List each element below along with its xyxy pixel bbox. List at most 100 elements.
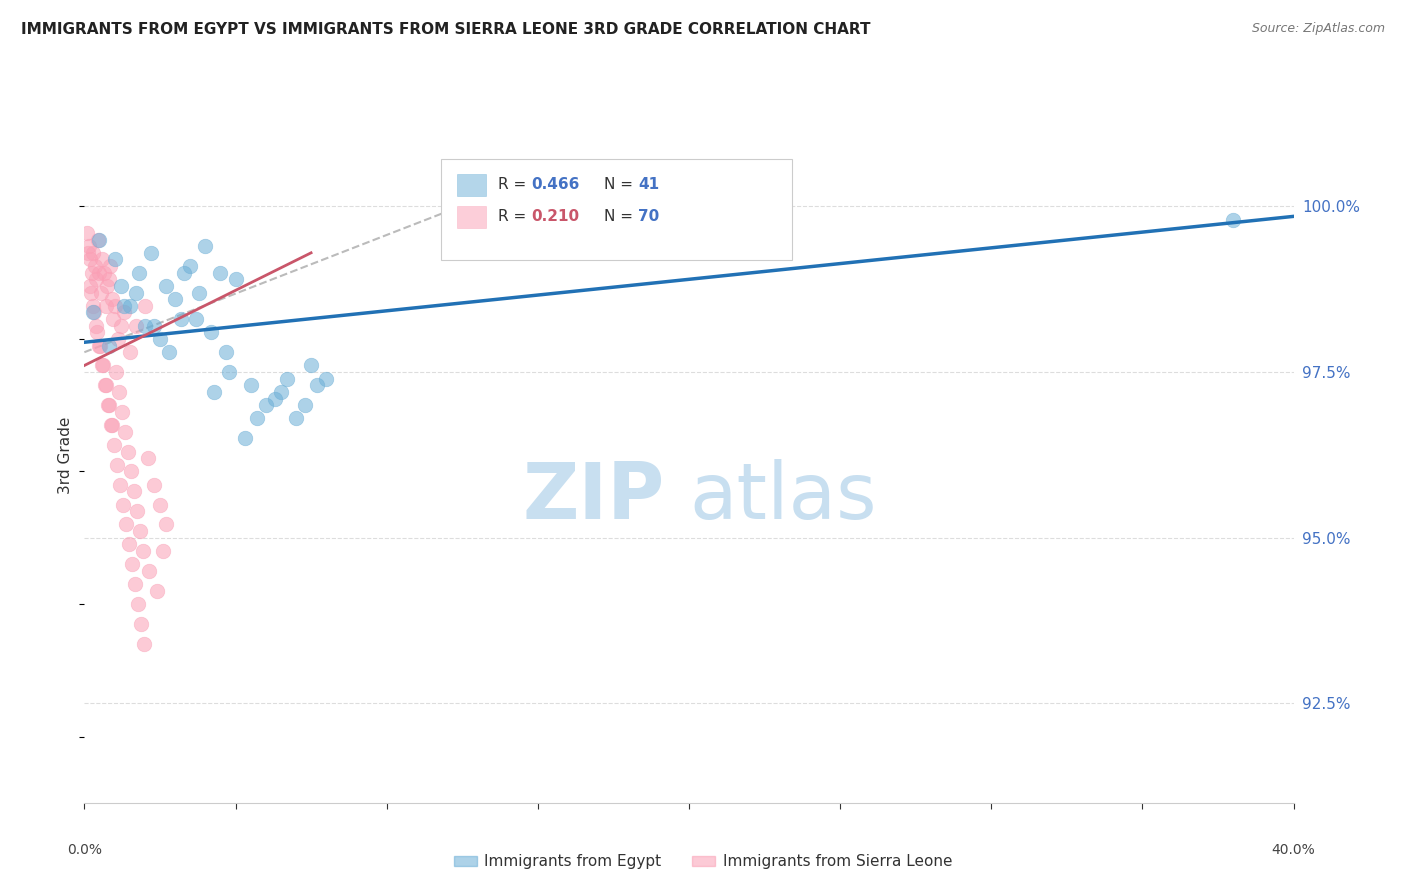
Text: Source: ZipAtlas.com: Source: ZipAtlas.com xyxy=(1251,22,1385,36)
Point xyxy=(110,318,132,333)
Point xyxy=(111,405,134,419)
Point xyxy=(129,616,152,631)
Point xyxy=(114,425,136,439)
Point xyxy=(77,239,100,253)
Text: ZIP: ZIP xyxy=(523,458,665,534)
Point xyxy=(200,326,222,340)
FancyBboxPatch shape xyxy=(457,206,486,228)
Point xyxy=(87,338,110,352)
Point xyxy=(146,583,169,598)
Point xyxy=(188,285,211,300)
Point xyxy=(86,272,108,286)
Point xyxy=(97,338,120,352)
Point xyxy=(129,524,152,538)
Point xyxy=(179,259,201,273)
Text: R =: R = xyxy=(498,178,531,193)
Text: IMMIGRANTS FROM EGYPT VS IMMIGRANTS FROM SIERRA LEONE 3RD GRADE CORRELATION CHAR: IMMIGRANTS FROM EGYPT VS IMMIGRANTS FROM… xyxy=(21,22,870,37)
Point xyxy=(120,465,142,479)
Point xyxy=(100,418,122,433)
Point xyxy=(165,292,187,306)
Point xyxy=(118,537,141,551)
Point xyxy=(122,484,145,499)
Point xyxy=(98,259,121,273)
Point xyxy=(149,332,172,346)
Point xyxy=(105,458,128,472)
Point xyxy=(136,451,159,466)
Point xyxy=(142,318,165,333)
Point xyxy=(83,305,105,319)
Point xyxy=(117,444,139,458)
Point xyxy=(173,266,195,280)
Point xyxy=(84,318,107,333)
Point xyxy=(86,326,108,340)
Point xyxy=(276,372,298,386)
Point xyxy=(77,245,100,260)
Point xyxy=(254,398,277,412)
Point xyxy=(209,266,232,280)
Point xyxy=(115,517,138,532)
Point xyxy=(139,245,162,260)
Point xyxy=(97,272,120,286)
Point xyxy=(149,498,172,512)
Point xyxy=(84,259,107,273)
Point xyxy=(112,305,135,319)
Point xyxy=(118,345,141,359)
Point xyxy=(104,252,127,267)
Point xyxy=(94,378,117,392)
Point xyxy=(76,226,98,240)
Text: N =: N = xyxy=(605,178,638,193)
Point xyxy=(79,279,101,293)
Point xyxy=(125,318,148,333)
Point xyxy=(79,252,101,267)
Point xyxy=(246,411,269,425)
Point xyxy=(270,384,292,399)
Point xyxy=(90,359,112,373)
Point xyxy=(233,431,256,445)
Point xyxy=(239,378,262,392)
Point xyxy=(96,279,118,293)
Point xyxy=(104,299,127,313)
Point xyxy=(134,318,156,333)
Point xyxy=(170,312,193,326)
Text: R =: R = xyxy=(498,210,531,225)
Text: 40.0%: 40.0% xyxy=(1271,843,1316,856)
Point xyxy=(315,372,337,386)
FancyBboxPatch shape xyxy=(441,159,792,260)
Point xyxy=(80,285,103,300)
Point xyxy=(90,285,112,300)
Point xyxy=(101,312,124,326)
Point xyxy=(155,517,177,532)
Point xyxy=(142,477,165,491)
Point xyxy=(98,398,121,412)
Point xyxy=(89,266,111,280)
Point xyxy=(87,233,110,247)
Point xyxy=(299,359,322,373)
Point xyxy=(91,359,114,373)
Point xyxy=(127,504,149,518)
Point xyxy=(134,299,156,313)
Point xyxy=(134,637,156,651)
Point xyxy=(138,564,160,578)
Text: 0.0%: 0.0% xyxy=(67,843,101,856)
Point xyxy=(215,345,238,359)
Point xyxy=(155,279,177,293)
Point xyxy=(108,384,131,399)
FancyBboxPatch shape xyxy=(457,174,486,196)
Point xyxy=(89,233,111,247)
Point xyxy=(285,411,308,425)
Point xyxy=(125,285,148,300)
Point xyxy=(127,597,149,611)
Point xyxy=(112,299,135,313)
Point xyxy=(132,544,155,558)
Point xyxy=(94,378,117,392)
Point xyxy=(218,365,240,379)
Text: 70: 70 xyxy=(638,210,659,225)
Point xyxy=(152,544,174,558)
Point xyxy=(82,299,104,313)
Point xyxy=(101,418,124,433)
Point xyxy=(103,438,125,452)
Point xyxy=(110,279,132,293)
Point xyxy=(89,338,111,352)
Point xyxy=(112,498,135,512)
Point xyxy=(225,272,247,286)
